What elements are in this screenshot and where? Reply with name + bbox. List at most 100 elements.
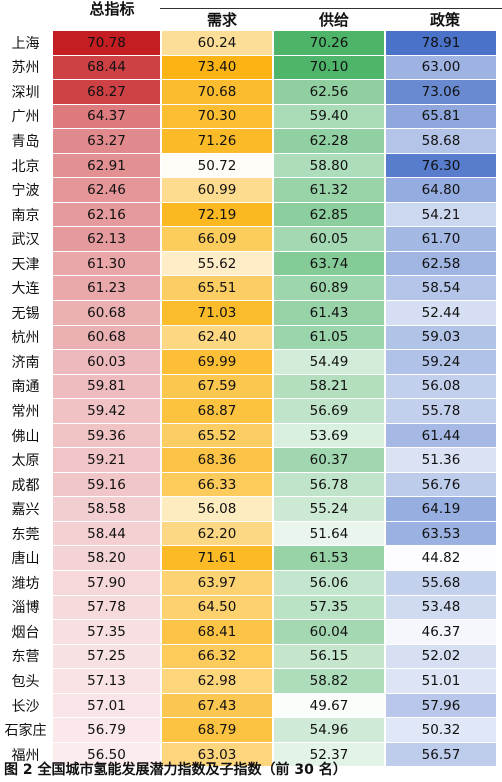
policy-value: 50.32 [384,717,496,743]
policy-value: 64.19 [384,496,496,522]
supply-value: 60.05 [272,226,385,252]
table-row: 苏州 68.44 73.40 70.10 63.00 [0,55,496,81]
policy-value: 58.54 [384,275,496,302]
policy-value: 64.80 [384,177,496,203]
city-name: 包头 [0,668,52,694]
city-name: 长沙 [0,693,52,719]
total-value: 59.81 [51,374,161,400]
total-value: 57.78 [51,595,161,621]
policy-value: 63.53 [384,521,496,547]
demand-value: 56.08 [160,496,273,522]
header-policy: 政策 [429,11,460,29]
demand-value: 62.98 [160,668,273,694]
supply-value: 56.69 [272,398,385,424]
total-value: 60.03 [51,349,161,375]
demand-value: 50.72 [160,153,273,179]
table-row: 成都 59.16 66.33 56.78 56.76 [0,472,496,498]
policy-value: 46.37 [384,619,496,645]
header-total: 总指标 [89,0,135,18]
demand-value: 70.68 [160,79,273,105]
city-name: 东莞 [0,521,52,547]
supply-value: 62.85 [272,202,385,228]
supply-value: 61.32 [272,177,385,203]
table-row: 深圳 68.27 70.68 62.56 73.06 [0,79,496,105]
city-name: 唐山 [0,545,52,572]
city-name: 南通 [0,374,52,400]
policy-value: 76.30 [384,153,496,179]
total-value: 56.50 [51,742,161,768]
table-row: 唐山 58.20 71.61 61.53 44.82 [0,545,496,572]
policy-value: 44.82 [384,545,496,572]
total-value: 58.44 [51,521,161,547]
total-value: 57.25 [51,644,161,670]
demand-value: 65.52 [160,423,273,449]
supply-value: 60.37 [272,447,385,473]
policy-value: 78.91 [384,31,496,56]
total-value: 68.27 [51,79,161,105]
total-value: 70.78 [51,31,161,56]
demand-value: 66.32 [160,644,273,670]
total-value: 56.79 [51,717,161,743]
supply-value: 58.80 [272,153,385,179]
city-name: 淄博 [0,595,52,621]
total-value: 58.20 [51,545,161,572]
table-row: 宁波 62.46 60.99 61.32 64.80 [0,177,496,203]
city-name: 苏州 [0,55,52,81]
total-value: 57.35 [51,619,161,645]
city-name: 嘉兴 [0,496,52,522]
table-row: 杭州 60.68 62.40 61.05 59.03 [0,325,496,351]
policy-value: 59.03 [384,325,496,351]
supply-value: 53.69 [272,423,385,449]
city-name: 大连 [0,275,52,302]
supply-value: 51.64 [272,521,385,547]
table-row: 东莞 58.44 62.20 51.64 63.53 [0,521,496,547]
city-name: 深圳 [0,79,52,105]
supply-value: 60.04 [272,619,385,645]
demand-value: 55.62 [160,251,273,277]
supply-value: 56.78 [272,472,385,498]
demand-value: 71.61 [160,545,273,572]
total-value: 57.13 [51,668,161,694]
supply-value: 52.37 [272,742,385,768]
supply-value: 62.28 [272,128,385,154]
city-name: 福州 [0,742,52,768]
demand-value: 64.50 [160,595,273,621]
city-name: 太原 [0,447,52,473]
total-value: 64.37 [51,104,161,130]
table-row: 天津 61.30 55.62 63.74 62.58 [0,251,496,277]
policy-value: 52.02 [384,644,496,670]
table-row: 南通 59.81 67.59 58.21 56.08 [0,374,496,400]
policy-value: 51.01 [384,668,496,694]
total-value: 58.58 [51,496,161,522]
total-value: 68.44 [51,55,161,81]
demand-value: 68.41 [160,619,273,645]
total-value: 60.68 [51,325,161,351]
table-row: 南京 62.16 72.19 62.85 54.21 [0,202,496,228]
table-row: 包头 57.13 62.98 58.82 51.01 [0,668,496,694]
table-row: 大连 61.23 65.51 60.89 58.54 [0,275,496,302]
table-row: 嘉兴 58.58 56.08 55.24 64.19 [0,496,496,522]
policy-value: 55.68 [384,570,496,596]
table-row: 北京 62.91 50.72 58.80 76.30 [0,153,496,179]
city-name: 广州 [0,104,52,130]
supply-value: 63.74 [272,251,385,277]
supply-value: 56.15 [272,644,385,670]
supply-value: 62.56 [272,79,385,105]
table-row: 佛山 59.36 65.52 53.69 61.44 [0,423,496,449]
city-name: 佛山 [0,423,52,449]
supply-value: 58.21 [272,374,385,400]
demand-value: 62.20 [160,521,273,547]
policy-value: 54.21 [384,202,496,228]
policy-value: 61.70 [384,226,496,252]
total-value: 62.91 [51,153,161,179]
city-name: 天津 [0,251,52,277]
total-value: 60.68 [51,300,161,326]
table-row: 东营 57.25 66.32 56.15 52.02 [0,644,496,670]
table-row: 长沙 57.01 67.43 49.67 57.96 [0,693,496,719]
total-value: 59.16 [51,472,161,498]
data-table: 上海 70.78 60.24 70.26 78.91 苏州 68.44 73.40 70.10 6… [0,31,496,768]
policy-value: 53.48 [384,595,496,621]
header-supply: 供给 [318,11,349,29]
demand-value: 60.99 [160,177,273,203]
demand-value: 73.40 [160,55,273,81]
